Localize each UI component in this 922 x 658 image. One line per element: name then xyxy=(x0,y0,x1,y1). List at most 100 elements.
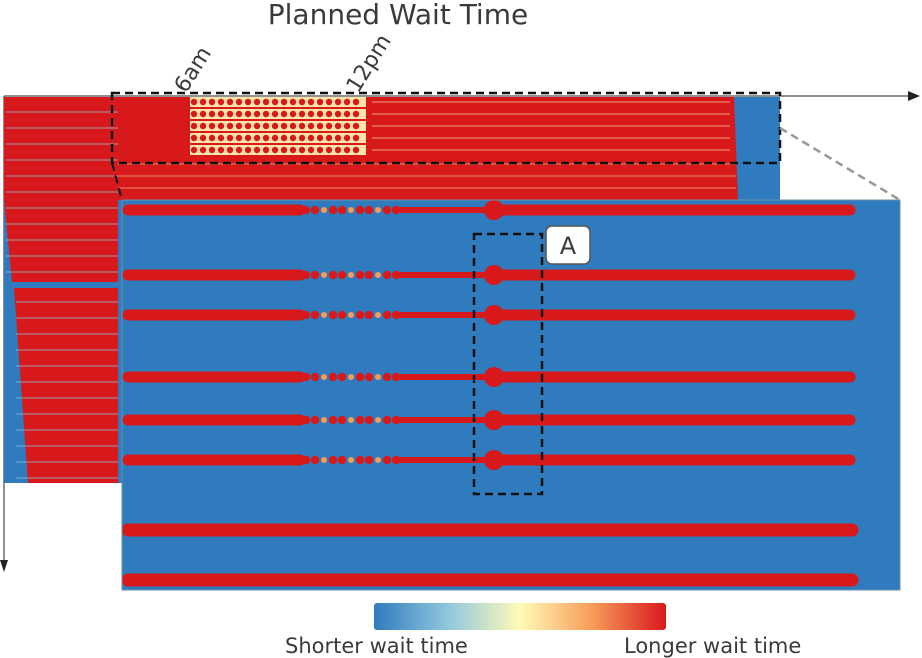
overview-mid-dot xyxy=(271,110,279,118)
chart-title: Planned Wait Time xyxy=(268,0,528,31)
zoom-row-dot xyxy=(348,272,354,278)
overview-mid-dot xyxy=(298,122,306,130)
zoom-row-dot xyxy=(375,457,381,463)
zoom-row-dot xyxy=(321,457,327,463)
zoom-row-dot xyxy=(301,372,311,382)
overview-mid-dot xyxy=(253,98,261,106)
overview-mid-dot xyxy=(325,146,333,154)
overview-mid-dot xyxy=(352,110,360,118)
zoom-row-dot xyxy=(382,372,392,382)
overview-mid-dot xyxy=(280,110,288,118)
overview-mid-dot xyxy=(343,134,351,142)
overview-mid-dot xyxy=(352,146,360,154)
overview-mid-dot xyxy=(244,98,252,106)
zoom-row-dot xyxy=(337,270,347,280)
zoom-row-dot xyxy=(375,417,381,423)
overview-mid-dot xyxy=(235,98,243,106)
overview-mid-dot xyxy=(316,146,324,154)
overview-mid-dot xyxy=(235,134,243,142)
overview-mid-dot xyxy=(208,146,216,154)
overview-mid-dot xyxy=(298,98,306,106)
zoom-row-dot xyxy=(301,270,311,280)
overview-mid-dot xyxy=(244,122,252,130)
zoom-rows xyxy=(118,200,859,588)
x-tick-12pm: 12pm xyxy=(342,30,397,97)
overview-mid-dot xyxy=(298,110,306,118)
overview-mid-dot xyxy=(307,122,315,130)
overview-mid-dot xyxy=(217,146,225,154)
zoom-row-dot xyxy=(375,312,381,318)
overview-mid-dot xyxy=(316,134,324,142)
overview-mid-dot xyxy=(226,122,234,130)
zoom-row xyxy=(118,305,858,325)
overview-mid-dot xyxy=(253,146,261,154)
overview-mid-dot xyxy=(334,110,342,118)
overview-mid-dot xyxy=(217,122,225,130)
zoom-row-dot xyxy=(355,205,365,215)
overview-mid-dot xyxy=(199,134,207,142)
overview-mid-dot xyxy=(325,98,333,106)
callout-label: A xyxy=(560,232,577,260)
callout-box xyxy=(472,232,544,496)
zoom-row-dot xyxy=(355,310,365,320)
overview-mid-dot xyxy=(253,110,261,118)
zoom-row-dot xyxy=(382,310,392,320)
overview-mid-dot xyxy=(325,122,333,130)
overview-mid-dot xyxy=(316,122,324,130)
overview-mid-dot xyxy=(334,122,342,130)
zoom-connector-right xyxy=(779,126,901,202)
overview-mid-dot xyxy=(352,134,360,142)
overview-mid-dot xyxy=(262,98,270,106)
zoom-row-dot xyxy=(382,270,392,280)
zoom-row-dot xyxy=(310,415,320,425)
overview-mid-dot xyxy=(217,110,225,118)
overview-mid-dot xyxy=(352,98,360,106)
overview-mid-dot xyxy=(208,122,216,130)
zoom-row-dot xyxy=(364,270,374,280)
zoom-row-dot xyxy=(364,372,374,382)
zoom-row-dot xyxy=(355,372,365,382)
overview-mid-dot xyxy=(298,134,306,142)
zoom-row xyxy=(118,410,858,430)
overview-mid-dot xyxy=(334,134,342,142)
zoom-row-dot xyxy=(328,310,338,320)
overview-mid-dot xyxy=(244,134,252,142)
overview-mid-dot xyxy=(244,110,252,118)
overview-mid-dot xyxy=(352,122,360,130)
overview-mid-dot xyxy=(334,98,342,106)
zoom-row-dot xyxy=(328,372,338,382)
zoom-row-dot xyxy=(310,205,320,215)
overview-mid-dot xyxy=(325,110,333,118)
zoom-row-dot xyxy=(355,415,365,425)
zoom-row xyxy=(118,200,858,220)
overview-mid-dot xyxy=(262,134,270,142)
overview-mid-dot xyxy=(262,122,270,130)
overview-mid-dot xyxy=(343,122,351,130)
zoom-row-dot xyxy=(337,455,347,465)
overview-mid-dot xyxy=(190,110,198,118)
zoom-row-dot xyxy=(328,205,338,215)
overview-mid-dot xyxy=(190,146,198,154)
overview-mid-dot xyxy=(271,134,279,142)
overview-mid-dot xyxy=(307,134,315,142)
zoom-row-dot xyxy=(375,374,381,380)
overview-mid-dot xyxy=(208,110,216,118)
overview-mid-dot xyxy=(199,98,207,106)
overview-mid-dot xyxy=(343,98,351,106)
overview-mid-dot xyxy=(253,134,261,142)
zoom-row-dot xyxy=(310,455,320,465)
overview-mid-dot xyxy=(298,146,306,154)
overview-mid-dot xyxy=(199,110,207,118)
zoom-row-dot xyxy=(348,374,354,380)
zoom-row-dot xyxy=(337,310,347,320)
zoom-panel xyxy=(118,199,901,591)
overview-mid-dot xyxy=(343,110,351,118)
zoom-row-dot xyxy=(310,372,320,382)
overview-mid-dot xyxy=(289,122,297,130)
overview-mid-dot xyxy=(271,98,279,106)
overview-mid-dot xyxy=(325,134,333,142)
zoom-row-dot xyxy=(364,415,374,425)
overview-mid-dot xyxy=(307,110,315,118)
zoom-row-dot xyxy=(375,272,381,278)
